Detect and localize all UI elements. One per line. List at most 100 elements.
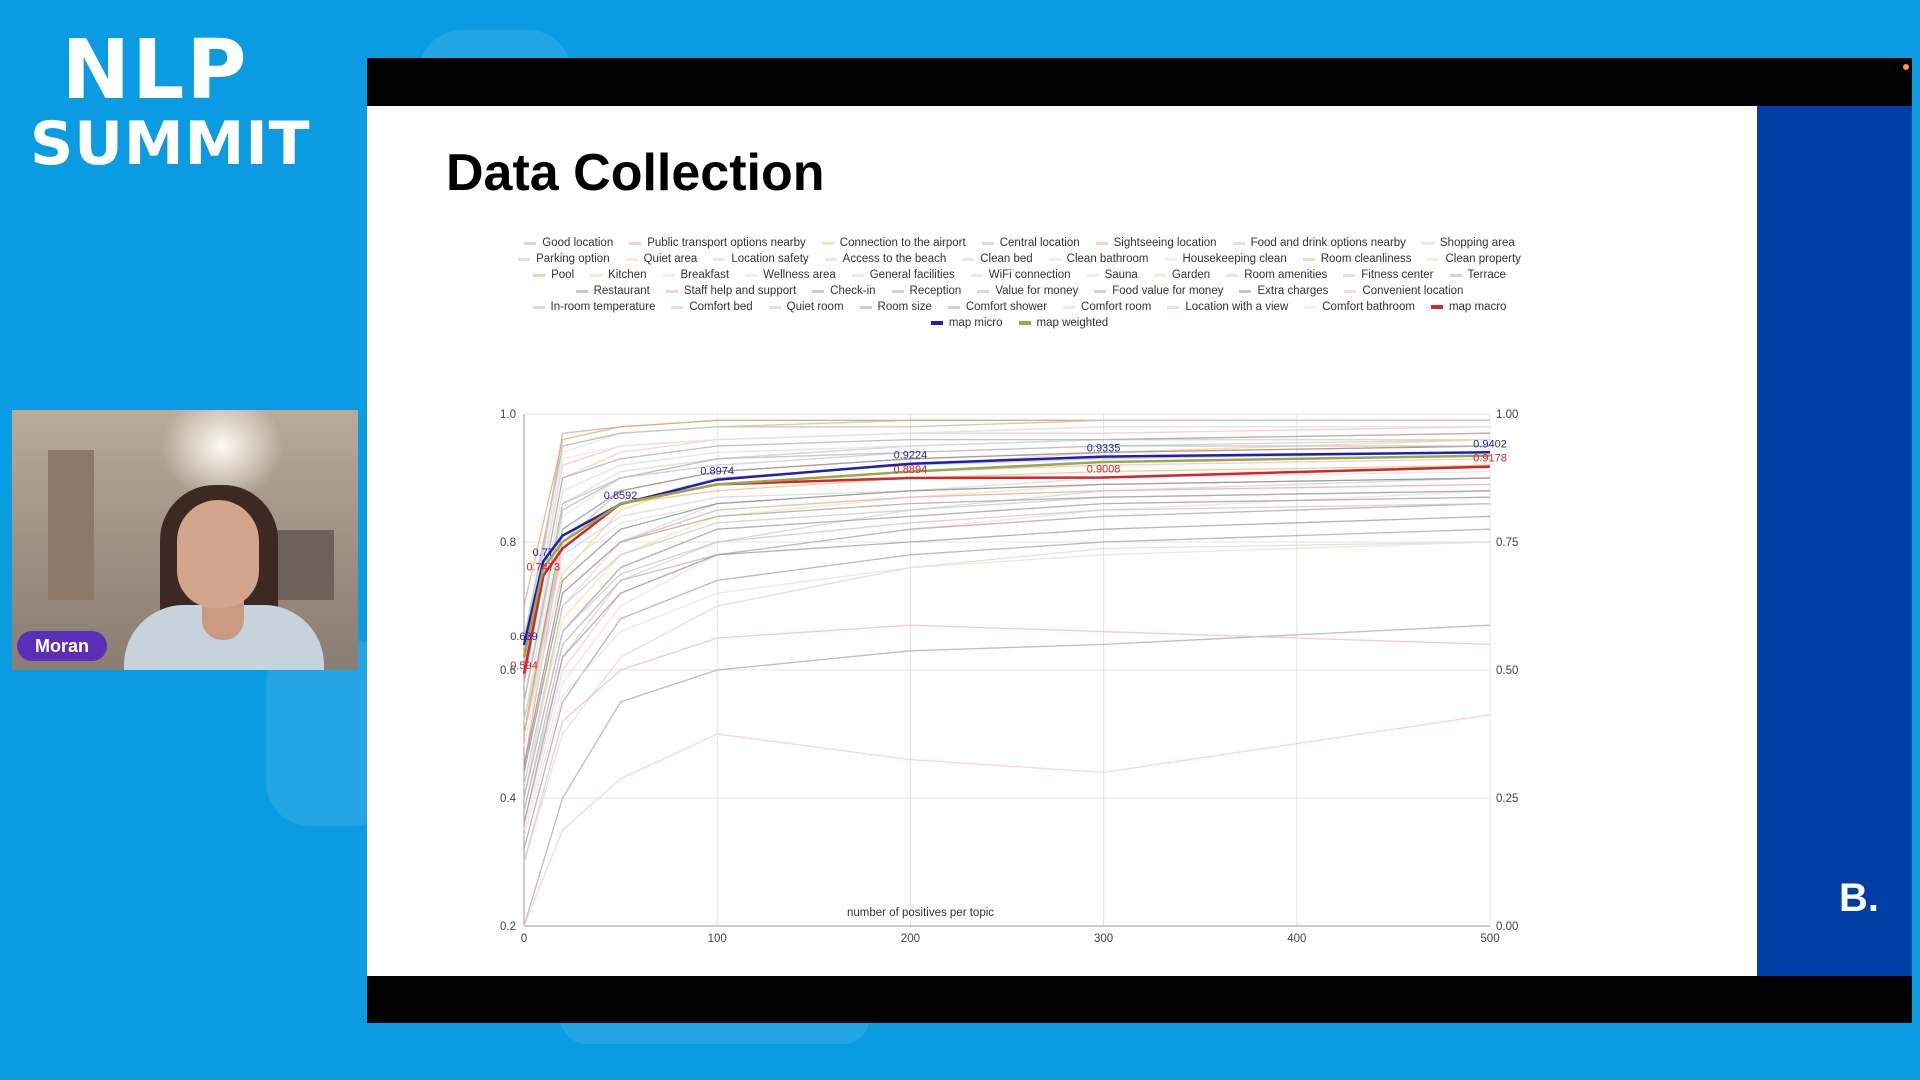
legend-swatch bbox=[590, 273, 603, 277]
legend-swatch bbox=[768, 305, 781, 309]
legend-label: Comfort bed bbox=[689, 301, 753, 313]
data-label: 0.8974 bbox=[700, 466, 734, 478]
data-label: 0.594 bbox=[510, 660, 538, 672]
presentation-slide: Data Collection Good location Public tran… bbox=[367, 106, 1757, 976]
y-tick-label-left: 0.6 bbox=[500, 665, 516, 677]
series-line-reception bbox=[523, 528, 1491, 850]
legend-swatch bbox=[977, 289, 990, 293]
legend-swatch bbox=[812, 289, 825, 293]
y-tick-label-left: 0.4 bbox=[500, 793, 517, 805]
legend-label: Parking option bbox=[536, 253, 610, 265]
series-line-room-size bbox=[523, 515, 1491, 824]
legend-label: Clean bed bbox=[980, 253, 1033, 265]
legend-item: WiFi connection bbox=[970, 268, 1071, 282]
legend-swatch bbox=[665, 289, 678, 293]
series-line-food-value-for-money bbox=[523, 624, 1491, 927]
legend-item: Room size bbox=[859, 300, 932, 314]
legend-swatch bbox=[824, 257, 837, 261]
legend-swatch bbox=[524, 241, 537, 245]
x-tick-label: 100 bbox=[708, 933, 727, 945]
series-line-quiet-room bbox=[523, 502, 1491, 799]
data-label: 0.9008 bbox=[1087, 463, 1121, 475]
legend-item: Housekeeping clean bbox=[1164, 252, 1287, 266]
legend-swatch bbox=[1232, 241, 1245, 245]
legend-swatch bbox=[1427, 257, 1440, 261]
series-line-comfort-shower bbox=[523, 490, 1491, 773]
legend-label: Comfort room bbox=[1081, 301, 1152, 313]
legend-item: Comfort bed bbox=[671, 300, 753, 314]
legend-label: Connection to the airport bbox=[839, 237, 966, 249]
legend-swatch bbox=[629, 241, 642, 245]
legend-label: map macro bbox=[1448, 301, 1507, 313]
legend-label: Comfort bathroom bbox=[1322, 301, 1415, 313]
legend-label: Wellness area bbox=[763, 269, 836, 281]
legend-item: Shopping area bbox=[1421, 236, 1515, 250]
legend-label: Shopping area bbox=[1439, 237, 1515, 249]
legend-swatch bbox=[1302, 257, 1315, 261]
legend-item: Clean bed bbox=[962, 252, 1033, 266]
legend-swatch bbox=[1018, 321, 1031, 325]
legend-swatch bbox=[981, 241, 994, 245]
legend-item: Connection to the airport bbox=[821, 236, 966, 250]
legend-swatch bbox=[1239, 289, 1252, 293]
legend-item: Comfort bathroom bbox=[1304, 300, 1415, 314]
legend-label: Quiet area bbox=[643, 253, 698, 265]
data-label: 0.9402 bbox=[1473, 438, 1507, 450]
legend-item: Check-in bbox=[812, 284, 876, 298]
legend-item: Food value for money bbox=[1094, 284, 1223, 298]
x-tick-label: 0 bbox=[521, 933, 527, 945]
series-line-room-amenities bbox=[523, 502, 1491, 824]
series-line-extra-charges bbox=[523, 477, 1491, 767]
legend-label: Garden bbox=[1171, 269, 1211, 281]
legend-item: Convenient location bbox=[1344, 284, 1463, 298]
series-line-location-safety bbox=[523, 477, 1491, 811]
legend-label: Access to the beach bbox=[842, 253, 947, 265]
legend-swatch bbox=[1094, 289, 1107, 293]
legend-item: map macro bbox=[1430, 300, 1507, 314]
legend-swatch bbox=[1304, 305, 1317, 309]
series-line-restaurant bbox=[523, 445, 1491, 735]
legend-item: Comfort shower bbox=[947, 300, 1047, 314]
legend-label: Value for money bbox=[995, 285, 1079, 297]
legend-swatch bbox=[671, 305, 684, 309]
legend-label: In-room temperature bbox=[550, 301, 656, 313]
legend-label: Pool bbox=[551, 269, 575, 281]
legend-item: Food and drink options nearby bbox=[1232, 236, 1406, 250]
slide-title: Data Collection bbox=[446, 144, 825, 202]
legend-swatch bbox=[962, 257, 975, 261]
series-line-comfort-room bbox=[523, 714, 1491, 927]
series-line-breakfast bbox=[523, 426, 1490, 671]
y-tick-label-right: 0.50 bbox=[1496, 665, 1518, 677]
legend-swatch bbox=[1086, 273, 1099, 277]
legend-label: Location with a view bbox=[1185, 301, 1289, 313]
legend-swatch bbox=[533, 273, 546, 277]
legend-swatch bbox=[1343, 273, 1356, 277]
data-label: 0.8894 bbox=[894, 464, 928, 476]
legend-item: Access to the beach bbox=[824, 252, 947, 266]
legend-label: Breakfast bbox=[680, 269, 730, 281]
y-tick-label-right: 0.25 bbox=[1496, 793, 1518, 805]
data-label: 0.9178 bbox=[1473, 453, 1507, 465]
legend-item: Sauna bbox=[1086, 268, 1138, 282]
x-axis-title: number of positives per topic bbox=[847, 907, 995, 919]
wall-frame bbox=[274, 530, 334, 600]
legend-label: Room size bbox=[877, 301, 932, 313]
legend-item: Wellness area bbox=[745, 268, 836, 282]
legend-label: Housekeeping clean bbox=[1182, 253, 1287, 265]
data-label: 0.9335 bbox=[1087, 443, 1121, 455]
legend-item: Terrace bbox=[1449, 268, 1506, 282]
legend-item: Clean property bbox=[1427, 252, 1521, 266]
series-line-terrace bbox=[523, 432, 1491, 683]
legend-label: Sauna bbox=[1104, 269, 1138, 281]
chart-legend: Good location Public transport options ne… bbox=[512, 236, 1527, 330]
legend-item: Clean bathroom bbox=[1048, 252, 1149, 266]
legend-label: Extra charges bbox=[1257, 285, 1329, 297]
y-tick-label-right: 1.00 bbox=[1496, 409, 1518, 421]
legend-item: Location safety bbox=[713, 252, 809, 266]
legend-label: General facilities bbox=[869, 269, 955, 281]
y-tick-label-left: 1.0 bbox=[500, 409, 516, 421]
legend-swatch bbox=[1153, 273, 1166, 277]
series-line-value-for-money bbox=[523, 502, 1491, 811]
legend-item: Breakfast bbox=[662, 268, 730, 282]
x-tick-label: 200 bbox=[901, 933, 920, 945]
